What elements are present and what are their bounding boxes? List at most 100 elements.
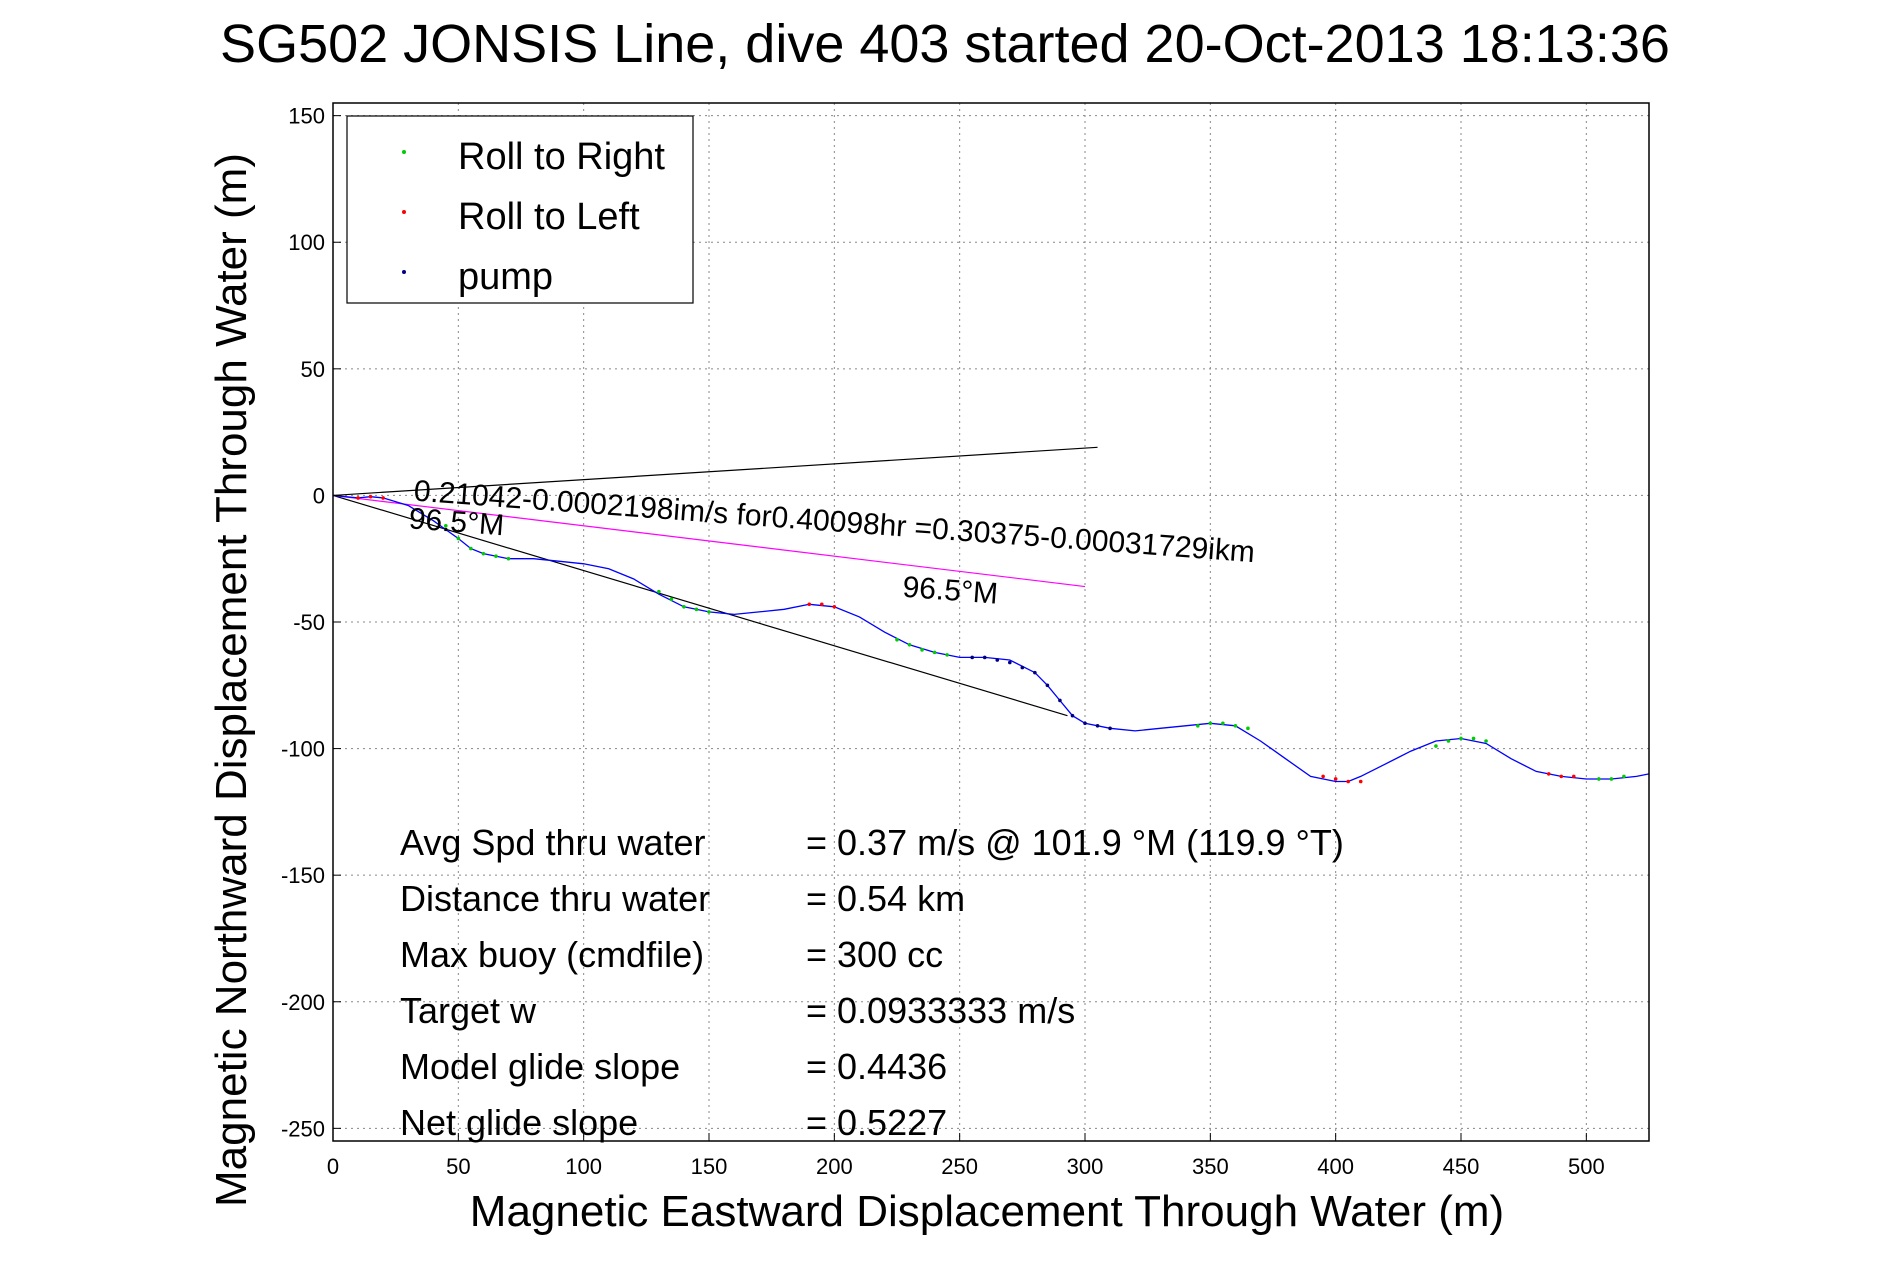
stats-block: Avg Spd thru water = 0.37 m/s @ 101.9 °M … (400, 822, 1344, 1143)
heading-reference-line (332, 494, 1086, 588)
roll-right-point (494, 554, 498, 558)
x-tick-label: 250 (941, 1154, 978, 1179)
roll-right-point (1446, 739, 1451, 743)
reference-lines (332, 446, 1098, 717)
roll-left-point (1559, 774, 1564, 779)
y-tick-label: -100 (281, 737, 325, 762)
roll-left-point (1358, 779, 1363, 784)
legend-label: Roll to Right (458, 136, 665, 178)
x-tick-label: 300 (1067, 1154, 1104, 1179)
heading-reference-line (332, 494, 1068, 717)
x-tick-label: 450 (1443, 1154, 1480, 1179)
roll-right-point (469, 546, 473, 551)
roll-left-point (1346, 779, 1350, 784)
roll-right-point (945, 653, 949, 657)
roll-left-point (1333, 777, 1338, 781)
x-tick-label: 50 (446, 1154, 470, 1179)
plot-annotation: 96.5°M (902, 571, 1000, 611)
roll-left-point (1546, 772, 1551, 776)
pump-point (1020, 665, 1025, 670)
x-tick-label: 0 (327, 1154, 339, 1179)
roll-right-point (1622, 774, 1626, 779)
x-tick-label: 100 (565, 1154, 602, 1179)
pump-point (982, 655, 987, 660)
roll-left-point (1572, 774, 1576, 779)
roll-right-point (1434, 744, 1438, 748)
roll-right-point (1246, 726, 1250, 731)
roll-right-point (481, 551, 486, 556)
roll-left-point (807, 602, 812, 607)
stat-label: Net glide slope (400, 1102, 638, 1143)
roll-right-point (895, 637, 899, 642)
legend-label: Roll to Left (458, 196, 640, 238)
roll-left-point (368, 494, 373, 499)
roll-right-point (1233, 724, 1238, 728)
pump-point (1058, 698, 1062, 703)
stat-label: Max buoy (cmdfile) (400, 934, 704, 975)
roll-right-point (1609, 777, 1614, 781)
roll-right-point (456, 536, 461, 541)
y-axis-label: Magnetic Northward Displacement Through … (207, 153, 256, 1207)
chart-title: SG502 JONSIS Line, dive 403 started 20-O… (220, 14, 1670, 74)
roll-right-point (932, 650, 937, 655)
x-tick-label: 500 (1568, 1154, 1605, 1179)
pump-point (970, 655, 974, 660)
pump-point (1070, 713, 1075, 718)
y-tick-label: -200 (281, 990, 325, 1015)
y-tick-label: 0 (313, 483, 325, 508)
roll-right-point (1221, 721, 1225, 726)
roll-right-point (907, 642, 912, 647)
roll-right-point (694, 607, 699, 612)
stat-label: Model glide slope (400, 1046, 680, 1087)
roll-right-point (1597, 777, 1601, 781)
ticks-layer: 0 50 100 150 200 250 300 350 400 450 500150100500-… (281, 104, 1605, 1179)
roll-right-point (669, 597, 674, 602)
roll-right-point (1471, 736, 1476, 741)
legend-label: pump (458, 256, 553, 298)
y-tick-label: -250 (281, 1116, 325, 1141)
roll-right-point (444, 523, 448, 528)
stat-label: Avg Spd thru water (400, 822, 706, 863)
x-tick-label: 150 (691, 1154, 728, 1179)
x-tick-label: 350 (1192, 1154, 1229, 1179)
roll-right-point (1459, 736, 1463, 741)
roll-left-point (1321, 774, 1325, 779)
roll-right-point (506, 556, 511, 561)
x-axis-label: Magnetic Eastward Displacement Through W… (470, 1187, 1504, 1236)
pump-point (1008, 660, 1012, 665)
x-tick-label: 200 (816, 1154, 853, 1179)
roll-right-point (657, 589, 661, 594)
roll-right-point (1208, 721, 1213, 726)
pump-point (1083, 721, 1087, 726)
roll-right-point (682, 605, 686, 609)
stat-label: Distance thru water (400, 878, 710, 919)
roll-left-point (820, 602, 824, 607)
stat-value: = 0.0933333 m/s (806, 990, 1075, 1031)
markers-layer (356, 494, 1626, 784)
roll-right-point (1196, 724, 1200, 728)
roll-left-point (832, 605, 837, 609)
heading-reference-line (332, 446, 1098, 497)
y-tick-label: 50 (301, 357, 325, 382)
pump-point (1108, 726, 1112, 731)
pump-point (1033, 670, 1037, 675)
roll-right-point (920, 648, 924, 652)
pump-point (1095, 724, 1100, 728)
roll-right-point (1484, 739, 1488, 743)
stat-value: = 0.54 km (806, 878, 965, 919)
roll-left-point (381, 496, 385, 500)
roll-left-point (356, 496, 360, 500)
roll-right-point (707, 610, 711, 614)
y-tick-label: 100 (288, 230, 325, 255)
y-tick-label: 150 (288, 104, 325, 129)
legend-marker (402, 270, 406, 274)
stat-value: = 0.5227 (806, 1102, 947, 1143)
legend: Roll to Right Roll to Left pump (346, 115, 694, 304)
pump-point (1045, 683, 1050, 688)
stat-value: = 0.4436 (806, 1046, 947, 1087)
legend-marker (402, 150, 406, 154)
legend-marker (402, 210, 406, 214)
stat-value: = 300 cc (806, 934, 943, 975)
pump-point (995, 658, 1000, 662)
